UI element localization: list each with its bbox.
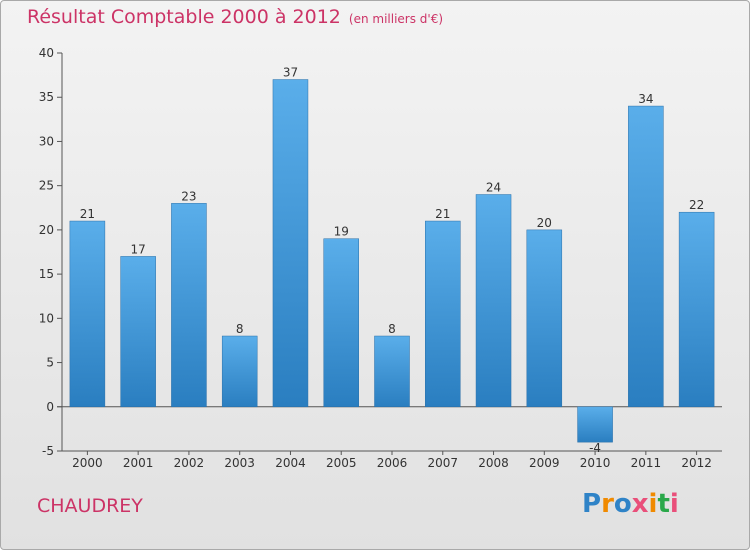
- data-label-2005: 19: [334, 225, 349, 239]
- bar-2010: [577, 406, 613, 443]
- y-tick-label: 30: [39, 134, 54, 148]
- data-label-2002: 23: [181, 189, 196, 203]
- x-tick-label-2007: 2007: [427, 456, 458, 470]
- logo-letter: x: [631, 489, 649, 519]
- y-tick-label: 0: [46, 400, 54, 414]
- bar-2007: [425, 220, 461, 408]
- bar-2005: [323, 238, 359, 408]
- data-label-2007: 21: [435, 207, 450, 221]
- x-tick-label-2001: 2001: [123, 456, 154, 470]
- logo-letter: o: [613, 489, 632, 519]
- y-tick-label: 10: [39, 311, 54, 325]
- x-tick-label-2000: 2000: [72, 456, 103, 470]
- bar-2003: [221, 335, 258, 408]
- data-label-2003: 8: [236, 322, 244, 336]
- chart-title: Résultat Comptable 2000 à 2012 (en millie…: [27, 6, 443, 28]
- x-tick-label-2011: 2011: [631, 456, 662, 470]
- y-tick-label: 5: [46, 356, 54, 370]
- data-label-2004: 37: [283, 66, 298, 80]
- bar-2011: [628, 105, 664, 408]
- x-tick-label-2004: 2004: [275, 456, 306, 470]
- chart-subtitle: (en milliers d'€): [348, 12, 444, 26]
- logo-letter: P: [582, 489, 602, 519]
- bar-2001: [120, 256, 156, 408]
- y-tick-label: 20: [39, 223, 54, 237]
- proxiti-logo[interactable]: Proxiti: [582, 489, 679, 519]
- title-text: Résultat Comptable 2000 à 2012: [27, 6, 341, 28]
- y-tick-label: 15: [39, 267, 54, 281]
- y-tick-label: 35: [39, 90, 54, 104]
- data-labels: 21 17 23 8 37 19 8 21 24 20 -4 34 22: [80, 66, 705, 456]
- data-label-2009: 20: [537, 216, 552, 230]
- bar-2009: [526, 229, 563, 408]
- data-label-2001: 17: [131, 242, 146, 256]
- x-tick-label-2003: 2003: [224, 456, 255, 470]
- x-tick-label-2006: 2006: [377, 456, 408, 470]
- y-tick-label: 25: [39, 179, 54, 193]
- bar-2006: [374, 335, 410, 408]
- data-label-2000: 21: [80, 207, 95, 221]
- logo-letter: t: [657, 489, 670, 519]
- y-tick-label: -5: [42, 444, 54, 458]
- logo-letter: r: [601, 489, 614, 519]
- bar-2004: [272, 79, 309, 408]
- data-label-2011: 34: [638, 92, 653, 106]
- logo-letter: i: [669, 489, 679, 519]
- bar-2000: [69, 220, 106, 408]
- y-tick-label: 40: [39, 46, 54, 60]
- bar-2002: [171, 203, 207, 408]
- x-tick-label-2005: 2005: [326, 456, 357, 470]
- x-tick-label-2008: 2008: [478, 456, 509, 470]
- x-tick-label-2012: 2012: [681, 456, 712, 470]
- x-tick-label-2002: 2002: [174, 456, 205, 470]
- data-label-2008: 24: [486, 181, 501, 195]
- x-tick-label-2009: 2009: [529, 456, 560, 470]
- commune-name: CHAUDREY: [37, 495, 143, 517]
- bars: [69, 79, 715, 443]
- x-tick-label-2010: 2010: [580, 456, 611, 470]
- data-label-2012: 22: [689, 198, 704, 212]
- data-label-2010: -4: [589, 441, 601, 455]
- data-label-2006: 8: [388, 322, 396, 336]
- bar-2008: [475, 194, 512, 408]
- bar-2012: [678, 211, 715, 408]
- logo-letter: i: [648, 489, 658, 519]
